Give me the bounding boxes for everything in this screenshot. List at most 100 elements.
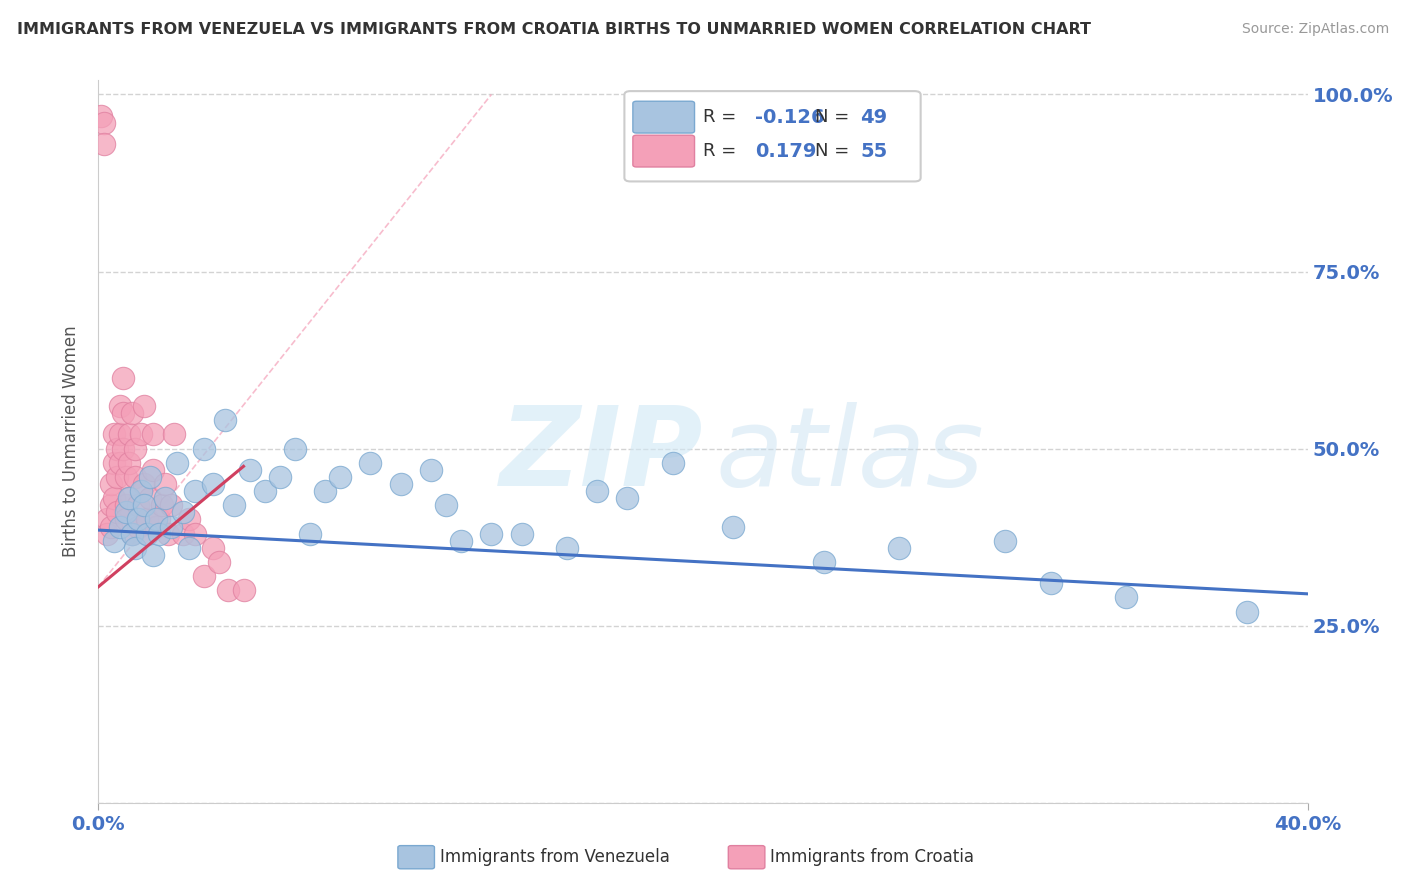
Point [111,406,134,420]
Point [481,526,503,541]
Point [111,442,134,456]
Point [105,470,128,484]
Point [1039,576,1062,591]
Point [269,470,291,484]
Point [139,470,162,484]
Y-axis label: Births to Unmarried Women: Births to Unmarried Women [62,326,80,558]
Point [103,491,125,506]
Point [114,505,136,519]
Point [153,477,176,491]
Point [135,512,157,526]
Point [93,116,115,130]
Point [127,498,149,512]
Point [100,519,122,533]
Point [148,512,170,526]
FancyBboxPatch shape [624,91,921,181]
Point [360,456,382,470]
Point [118,456,141,470]
Point [135,526,157,541]
Text: -0.126: -0.126 [755,108,824,127]
Point [108,519,131,533]
FancyBboxPatch shape [633,101,695,133]
Point [184,484,207,499]
Point [208,555,231,569]
Point [103,427,125,442]
Text: R =: R = [703,108,742,126]
Point [160,519,183,533]
Point [214,413,236,427]
Point [193,442,215,456]
Point [114,512,136,526]
Point [253,484,276,499]
Point [142,463,165,477]
Point [723,519,745,533]
Text: Immigrants from Venezuela: Immigrants from Venezuela [440,848,669,866]
Point [224,498,246,512]
Point [184,526,207,541]
Point [114,498,136,512]
Point [121,526,143,541]
Point [132,477,155,491]
Text: 55: 55 [860,142,887,161]
Point [103,456,125,470]
Point [555,541,578,555]
Point [132,399,155,413]
Point [124,442,146,456]
Point [100,477,122,491]
Point [105,505,128,519]
Point [145,512,167,526]
Point [124,541,146,555]
FancyBboxPatch shape [633,136,695,167]
Point [96,526,118,541]
Point [179,541,201,555]
Point [148,526,170,541]
Point [163,427,186,442]
Point [284,442,307,456]
Point [132,498,155,512]
Point [142,427,165,442]
Point [139,491,162,506]
Point [314,484,336,499]
Point [586,484,609,499]
Text: N =: N = [815,108,855,126]
Text: ZIP: ZIP [499,402,703,509]
Point [150,498,173,512]
Point [129,427,152,442]
Point [239,463,262,477]
Point [114,470,136,484]
Point [156,526,179,541]
Point [232,583,254,598]
Point [100,498,122,512]
Point [96,512,118,526]
Point [994,533,1017,548]
Point [135,526,157,541]
Point [299,526,322,541]
Point [389,477,412,491]
Point [111,371,134,385]
Text: Immigrants from Croatia: Immigrants from Croatia [770,848,974,866]
Point [127,519,149,533]
Point [103,533,125,548]
Point [142,548,165,562]
Point [450,533,472,548]
Point [105,442,128,456]
Text: 49: 49 [860,108,887,127]
Point [118,491,141,506]
Point [90,109,112,123]
Point [889,541,911,555]
Point [124,470,146,484]
Point [108,399,131,413]
Point [510,526,533,541]
Point [153,491,176,506]
Point [118,427,141,442]
Text: 0.179: 0.179 [755,142,817,161]
Point [813,555,835,569]
Point [616,491,638,506]
Point [202,541,225,555]
Point [118,491,141,506]
Point [160,498,183,512]
Point [1115,591,1137,605]
Text: IMMIGRANTS FROM VENEZUELA VS IMMIGRANTS FROM CROATIA BIRTHS TO UNMARRIED WOMEN C: IMMIGRANTS FROM VENEZUELA VS IMMIGRANTS … [17,22,1091,37]
Point [329,470,352,484]
Point [661,456,683,470]
